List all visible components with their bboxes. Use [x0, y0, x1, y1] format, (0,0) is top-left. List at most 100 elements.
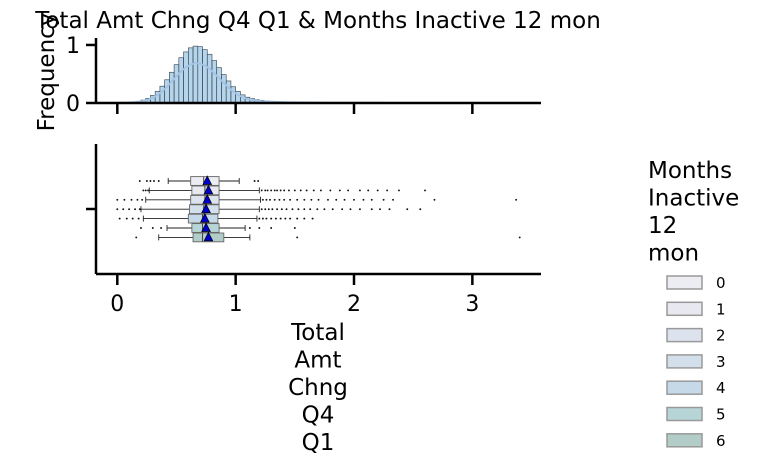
- boxplot-outlier: [398, 189, 400, 192]
- boxplot-outlier: [270, 189, 273, 192]
- boxplot-outlier: [130, 198, 133, 201]
- boxplot-outlier: [279, 217, 282, 220]
- legend-item-5: 5: [666, 406, 726, 424]
- histogram-y-tick-label: 0: [66, 92, 80, 117]
- boxplot-outlier: [284, 217, 287, 220]
- legend-item-4: 4: [666, 379, 726, 397]
- boxplot-mean-marker: [201, 203, 211, 214]
- boxplot-outlier: [270, 217, 273, 220]
- legend-label: 0: [716, 274, 726, 292]
- boxplot-outlier: [376, 189, 379, 192]
- boxplot-outlier: [327, 198, 329, 201]
- boxplot-outlier: [265, 217, 268, 220]
- boxplot-outlier: [157, 180, 160, 182]
- boxplot-outlier: [258, 227, 261, 229]
- boxplot-mean-marker: [203, 184, 214, 195]
- boxplot-outlier: [319, 189, 322, 192]
- x-axis-label-line: Q4: [302, 403, 335, 429]
- boxplot-outlier: [296, 217, 299, 220]
- histogram-bar: [169, 71, 175, 104]
- legend-swatch: [666, 275, 703, 290]
- histogram-panel: 01 Frequency: [34, 13, 541, 132]
- boxplot-group-0: [138, 175, 260, 186]
- legend-item-0: 0: [666, 274, 726, 292]
- boxplot-mean-marker: [202, 175, 213, 185]
- histogram-bar: [192, 45, 199, 104]
- boxplot-outlier: [433, 198, 436, 201]
- boxplot-outlier: [136, 198, 139, 201]
- boxplot-x-tick-label: 3: [465, 292, 479, 317]
- histogram-bar: [211, 60, 218, 104]
- boxplot-outlier: [278, 198, 281, 201]
- legend-label: 5: [716, 406, 726, 424]
- boxplot-outlier: [270, 227, 273, 229]
- boxplot-outlier: [296, 236, 299, 239]
- boxplot-outlier: [362, 198, 365, 201]
- boxplot-outlier: [144, 189, 147, 192]
- boxplot-outlier: [276, 208, 279, 211]
- legend-swatch: [666, 380, 703, 395]
- boxplot-outlier: [138, 180, 141, 182]
- boxplot-outlier: [311, 217, 314, 220]
- boxplot-outlier: [283, 189, 286, 192]
- histogram-bar: [178, 57, 184, 104]
- boxplot-outlier: [140, 227, 142, 229]
- histogram-bar: [216, 67, 222, 104]
- boxplot-outlier: [518, 236, 521, 239]
- boxplot-outlier: [280, 208, 283, 211]
- boxplot-outlier: [303, 198, 306, 201]
- x-axis-label-line: Amt: [294, 348, 341, 374]
- boxplot-outlier: [123, 198, 126, 201]
- x-axis-label-line: Total: [290, 320, 345, 346]
- boxplot-outlier: [297, 208, 300, 211]
- boxplot-outlier: [341, 208, 344, 211]
- boxplot-outlier: [296, 198, 299, 201]
- boxplot-outlier: [331, 208, 334, 211]
- boxplot-outlier: [335, 198, 338, 201]
- boxplot-group-6: [135, 231, 521, 243]
- boxplot-outlier: [370, 208, 373, 211]
- boxplot-outlier: [291, 208, 294, 211]
- boxplot-outlier: [358, 208, 361, 211]
- legend-title-line: 12: [648, 213, 677, 239]
- boxplot-outlier: [367, 189, 370, 192]
- boxplot-outlier: [329, 189, 332, 192]
- histogram-bar: [202, 49, 208, 104]
- boxplot-outlier: [293, 227, 296, 229]
- histogram-bar: [221, 74, 227, 104]
- boxplot-outlier: [116, 208, 119, 211]
- legend-label: 4: [716, 379, 726, 397]
- boxplot-x-tick-label: 2: [347, 292, 361, 317]
- chart-title: Total Amt Chng Q4 Q1 & Months Inactive 1…: [34, 8, 601, 34]
- boxplot-outlier: [258, 217, 261, 220]
- legend-item-2: 2: [666, 327, 726, 345]
- boxplot-x-tick-label: 0: [110, 292, 124, 317]
- boxplot-outlier: [388, 208, 391, 211]
- boxplot-outlier: [343, 198, 346, 201]
- legend-item-1: 1: [666, 300, 726, 318]
- histogram-y-label: Frequency: [34, 13, 60, 132]
- boxplot-outlier: [312, 189, 315, 192]
- boxplot-outlier: [138, 208, 141, 211]
- boxplot-group-1: [142, 184, 426, 196]
- legend-item-6: 6: [666, 432, 726, 450]
- legend-label: 2: [716, 327, 726, 345]
- boxplot-outlier: [274, 217, 277, 220]
- legend-swatch: [666, 354, 703, 369]
- boxplot-outlier: [151, 227, 154, 229]
- legend-label: 1: [716, 300, 726, 318]
- legend-label: 3: [716, 353, 726, 371]
- histogram-bar: [188, 47, 194, 104]
- boxplot-outlier: [353, 198, 355, 201]
- boxplot-outlier: [264, 208, 267, 211]
- legend-swatch: [666, 433, 703, 448]
- boxplot-group-4: [118, 212, 314, 224]
- boxplot-outlier: [358, 189, 361, 192]
- boxplot-outlier: [289, 217, 292, 220]
- boxplot-outlier: [317, 198, 320, 201]
- histogram-bar: [183, 51, 189, 104]
- legend-title-line: mon: [648, 241, 699, 267]
